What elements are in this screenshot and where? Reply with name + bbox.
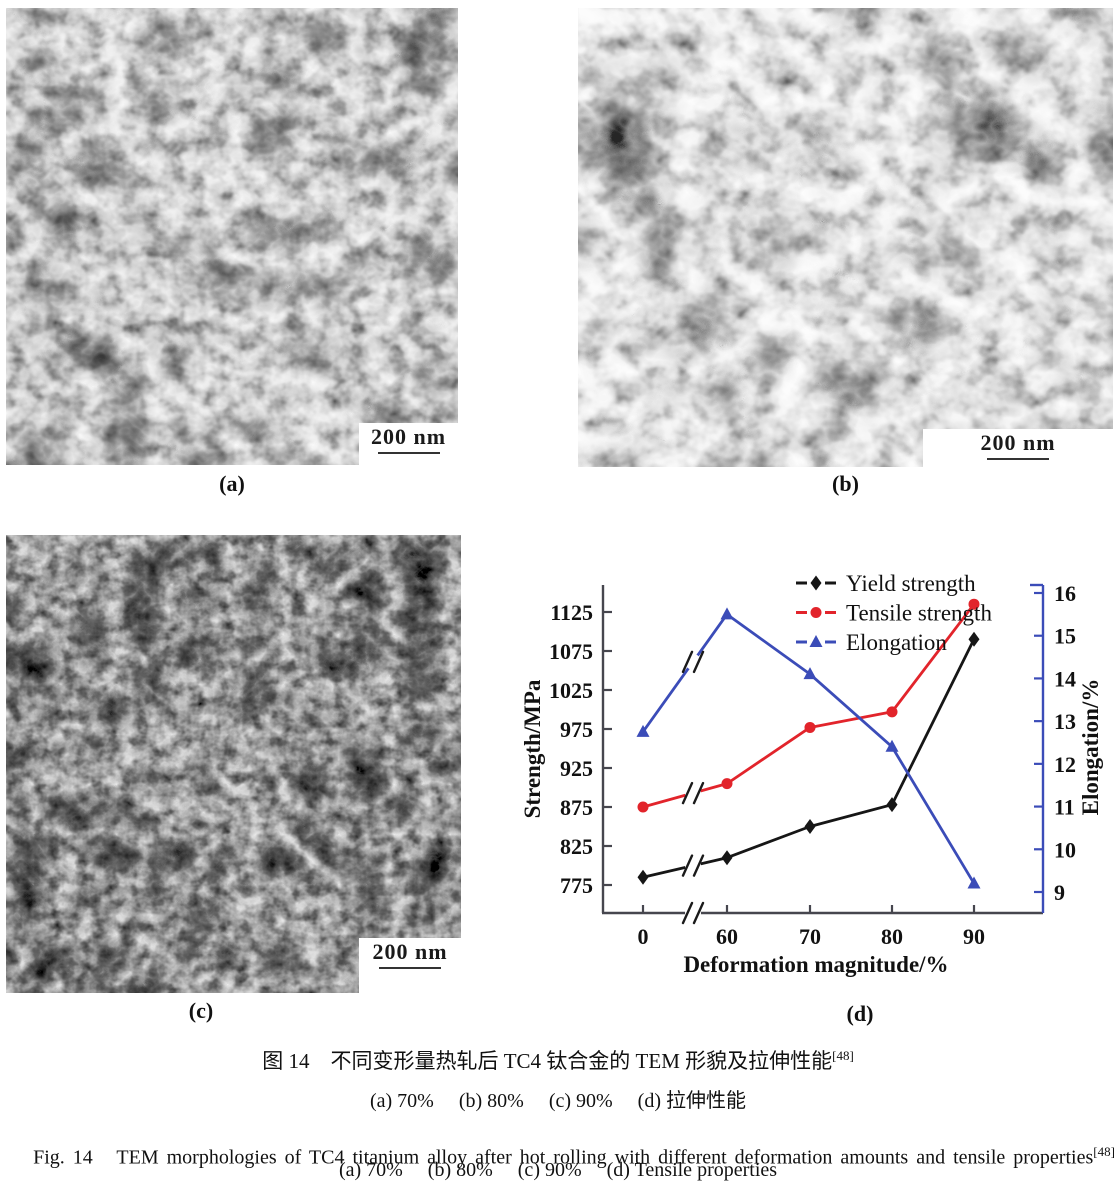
scale-bar-a-line bbox=[377, 452, 440, 454]
panel-label-d: (d) bbox=[846, 1001, 874, 1026]
left-axis-ticks: 775 825 875 925 975 1025 1075 1125 bbox=[549, 600, 612, 898]
caption-zh-ref: [48] bbox=[832, 1048, 854, 1063]
svg-text:925: 925 bbox=[560, 756, 593, 781]
scale-bar-a-label: 200 nm bbox=[370, 424, 447, 449]
caption-en-title: Fig. 14 TEM morphologies of TC4 titanium… bbox=[0, 1121, 1116, 1190]
svg-text:90: 90 bbox=[963, 924, 985, 949]
svg-text:975: 975 bbox=[560, 717, 593, 742]
scale-bar-a: 200 nm bbox=[359, 423, 458, 465]
svg-text:1025: 1025 bbox=[549, 678, 593, 703]
series-tensile-strength bbox=[637, 598, 980, 813]
svg-text:15: 15 bbox=[1054, 624, 1076, 649]
tem-image-c: 200 nm bbox=[6, 535, 461, 993]
caption-zh-title-text: 图 14 不同变形量热轧后 TC4 钛合金的 TEM 形貌及拉伸性能 bbox=[262, 1049, 833, 1073]
panel-label-c: (c) bbox=[188, 998, 214, 1023]
scale-bar-c-line bbox=[379, 967, 441, 969]
caption-zh-title: 图 14 不同变形量热轧后 TC4 钛合金的 TEM 形貌及拉伸性能[48] bbox=[0, 1045, 1116, 1075]
svg-text:14: 14 bbox=[1054, 666, 1076, 691]
axes bbox=[601, 583, 1045, 915]
caption-en-ref: [48] bbox=[1093, 1144, 1115, 1159]
tem-micrograph-a bbox=[6, 8, 458, 465]
panel-label-b: (b) bbox=[832, 471, 859, 496]
svg-text:Elongation: Elongation bbox=[846, 630, 947, 655]
svg-text:12: 12 bbox=[1054, 752, 1076, 777]
svg-text:80: 80 bbox=[881, 924, 903, 949]
svg-text:9: 9 bbox=[1054, 880, 1065, 905]
panel-label-a: (a) bbox=[219, 471, 245, 496]
scale-bar-c-label: 200 nm bbox=[372, 939, 448, 964]
legend-item-tensile-strength: Tensile strength bbox=[796, 601, 992, 626]
tem-micrograph-b bbox=[578, 8, 1113, 467]
x-axis-title: Deformation magnitude/% bbox=[683, 952, 948, 977]
x-axis-ticks: 0 60 70 80 90 bbox=[638, 905, 985, 949]
caption-en-sub: (a) 70% (b) 80% (c) 90% (d) Tensile prop… bbox=[338, 1159, 778, 1181]
x-axis-break bbox=[681, 901, 705, 925]
caption-zh-sub: (a) 70% (b) 80% (c) 90% (d) 拉伸性能 bbox=[369, 1090, 746, 1112]
tem-micrograph-c bbox=[6, 535, 461, 993]
scale-bar-b-label: 200 nm bbox=[980, 430, 1056, 455]
svg-text:13: 13 bbox=[1054, 709, 1076, 734]
left-axis-title: Strength/MPa bbox=[520, 679, 545, 818]
svg-text:70: 70 bbox=[799, 924, 821, 949]
right-axis-title: Elongation/% bbox=[1078, 679, 1103, 816]
series-elongation bbox=[636, 607, 981, 889]
svg-text:825: 825 bbox=[560, 834, 593, 859]
chart-svg: 775 825 875 925 975 1025 1075 1125 9 10 11 12 13 14 15… bbox=[520, 571, 1103, 977]
svg-text:16: 16 bbox=[1054, 581, 1076, 606]
scale-bar-c: 200 nm bbox=[359, 938, 461, 993]
svg-text:775: 775 bbox=[560, 873, 593, 898]
legend: Yield strength Tensile strength Elongation bbox=[796, 571, 992, 655]
svg-text:0: 0 bbox=[638, 924, 649, 949]
svg-text:1125: 1125 bbox=[550, 600, 593, 625]
tem-image-a: 200 nm bbox=[6, 8, 458, 465]
scale-bar-b: 200 nm bbox=[923, 429, 1113, 467]
svg-text:1075: 1075 bbox=[549, 639, 593, 664]
series-yield-strength bbox=[637, 631, 980, 885]
tensile-properties-chart: 775 825 875 925 975 1025 1075 1125 9 10 11 12 13 14 15… bbox=[520, 555, 1116, 1025]
svg-text:875: 875 bbox=[560, 795, 593, 820]
svg-text:Yield strength: Yield strength bbox=[846, 571, 976, 596]
scale-bar-b-line bbox=[987, 458, 1049, 460]
legend-item-elongation: Elongation bbox=[796, 630, 947, 655]
svg-text:Tensile strength: Tensile strength bbox=[846, 601, 992, 626]
caption-en-title-text: Fig. 14 TEM morphologies of TC4 titanium… bbox=[33, 1146, 1094, 1169]
svg-text:11: 11 bbox=[1054, 795, 1075, 820]
svg-text:60: 60 bbox=[716, 924, 738, 949]
legend-item-yield-strength: Yield strength bbox=[796, 571, 976, 596]
tem-image-b: 200 nm bbox=[578, 8, 1113, 467]
right-axis-ticks: 9 10 11 12 13 14 15 16 bbox=[1034, 581, 1076, 905]
svg-text:10: 10 bbox=[1054, 837, 1076, 862]
